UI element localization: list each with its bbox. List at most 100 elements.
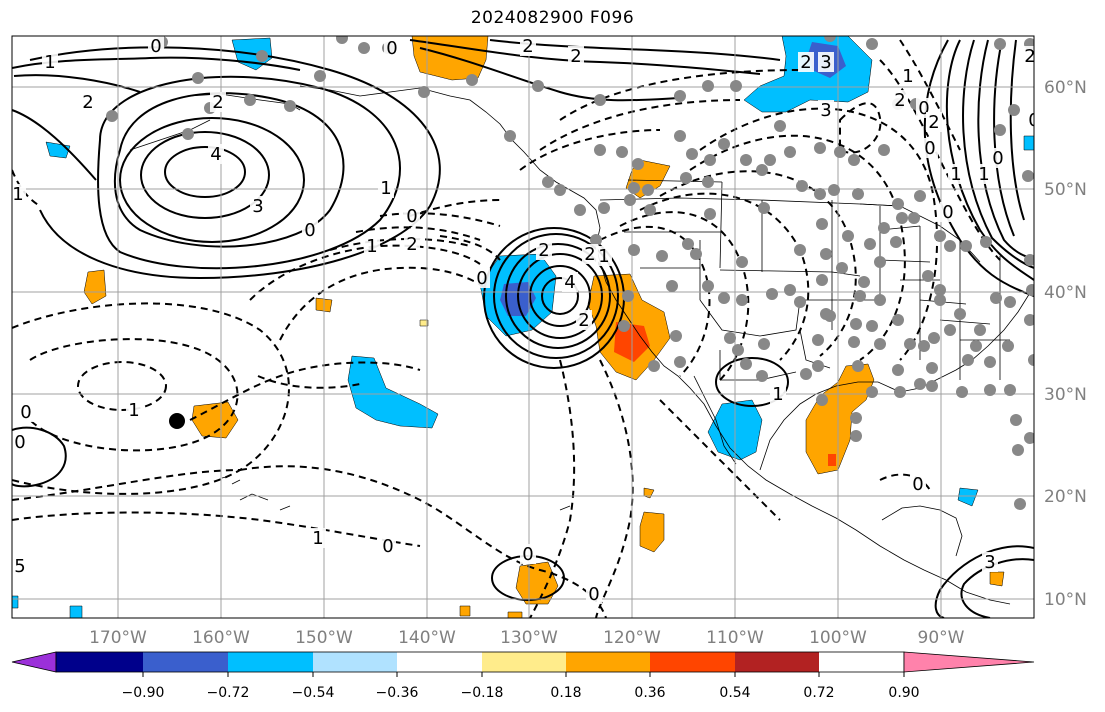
latitude-label: 20°N	[1044, 487, 1087, 507]
station-marker	[554, 184, 566, 196]
station-marker	[984, 356, 996, 368]
station-marker	[878, 222, 890, 234]
contour-label: 2	[570, 46, 581, 67]
contour-lines	[12, 39, 1034, 618]
contour-label: 1	[312, 528, 323, 549]
contour-label-background	[586, 584, 602, 604]
station-marker	[816, 394, 828, 406]
station-marker	[962, 354, 974, 366]
contour-label: 0	[1028, 110, 1039, 131]
station-marker	[418, 86, 430, 98]
positive-anomaly-area	[515, 561, 559, 605]
latitude-label: 60°N	[1044, 78, 1087, 98]
station-marker	[756, 164, 768, 176]
contour-label-background	[42, 52, 58, 72]
station-marker	[674, 356, 686, 368]
station-marker	[192, 72, 204, 84]
longitude-label: 100°W	[809, 628, 867, 648]
contour-label: 1	[950, 164, 961, 185]
station-marker	[956, 386, 968, 398]
station-marker	[894, 386, 906, 398]
longitude-labels: 170°W 160°W 150°W 140°W 130°W 120°W 110°W 100°W…	[89, 628, 965, 648]
station-marker	[990, 292, 1002, 304]
contour-label: 0	[386, 38, 397, 59]
station-marker	[890, 236, 902, 248]
station-marker	[590, 234, 602, 246]
contour-label-background	[126, 400, 142, 420]
graticule	[12, 36, 1034, 618]
station-marker	[874, 256, 886, 268]
contour-label: 1	[12, 184, 23, 205]
longitude-label: 130°W	[500, 628, 558, 648]
station-marker	[740, 154, 752, 166]
station-marker	[256, 50, 268, 62]
colorbar-extend-min	[11, 651, 57, 673]
station-marker	[1014, 498, 1026, 510]
station-marker	[954, 308, 966, 320]
contour-label-background	[208, 144, 224, 164]
station-marker	[704, 208, 716, 220]
station-marker	[730, 80, 742, 92]
station-marker	[1012, 444, 1024, 456]
station-marker	[850, 430, 862, 442]
station-marker	[934, 284, 946, 296]
contour-label: 0	[304, 220, 315, 241]
colorbar-swatch	[566, 652, 650, 672]
location-marker	[169, 413, 185, 429]
station-marker	[756, 370, 768, 382]
latitude-label: 30°N	[1044, 385, 1087, 405]
station-marker	[594, 94, 606, 106]
station-marker	[854, 290, 866, 302]
contour-label-background	[378, 178, 394, 198]
station-marker	[828, 184, 840, 196]
station-marker	[820, 308, 832, 320]
contour-label-background	[770, 384, 786, 404]
contour-label: 0	[382, 536, 393, 557]
station-marker	[284, 100, 296, 112]
negative-anomaly-area	[347, 355, 439, 429]
contour-label-background	[536, 240, 552, 260]
station-marker	[666, 280, 678, 292]
station-marker	[702, 176, 714, 188]
contour-label: 3	[820, 52, 831, 73]
station-marker	[864, 238, 876, 250]
contour-label-background	[12, 432, 28, 452]
station-marker	[680, 172, 692, 184]
contour-label-background	[520, 544, 536, 564]
station-marker	[466, 74, 478, 86]
longitude-label: 160°W	[192, 628, 250, 648]
contour-label: 4	[564, 272, 575, 293]
station-marker	[858, 276, 870, 288]
contour-label: 0	[588, 584, 599, 605]
station-marker	[642, 184, 654, 196]
colorbar-tick-label: 0.18	[550, 685, 581, 701]
station-marker	[892, 364, 904, 376]
station-marker	[718, 138, 730, 150]
contour-label-background	[990, 148, 1006, 168]
longitude-label: 110°W	[706, 628, 764, 648]
contour-label-background	[562, 272, 578, 292]
station-marker	[336, 36, 348, 44]
station-marker	[542, 176, 554, 188]
station-markers	[106, 36, 1034, 510]
contour-label-background	[302, 220, 318, 240]
colorbar-swatch	[313, 652, 397, 672]
station-marker	[784, 284, 796, 296]
station-marker	[774, 120, 786, 132]
positive-anomaly-area	[639, 511, 665, 553]
station-marker	[908, 212, 920, 224]
station-marker	[820, 248, 832, 260]
station-marker	[618, 320, 630, 332]
station-marker	[926, 380, 938, 392]
station-marker	[670, 330, 682, 342]
station-marker	[892, 314, 904, 326]
station-marker	[824, 36, 836, 42]
contour-label: 1	[978, 164, 989, 185]
contour-label: 2	[894, 90, 905, 111]
colorbar-extend-max	[903, 651, 1035, 673]
contour-label: 1	[380, 178, 391, 199]
station-marker	[1022, 170, 1034, 182]
positive-anomaly-area	[83, 269, 107, 305]
